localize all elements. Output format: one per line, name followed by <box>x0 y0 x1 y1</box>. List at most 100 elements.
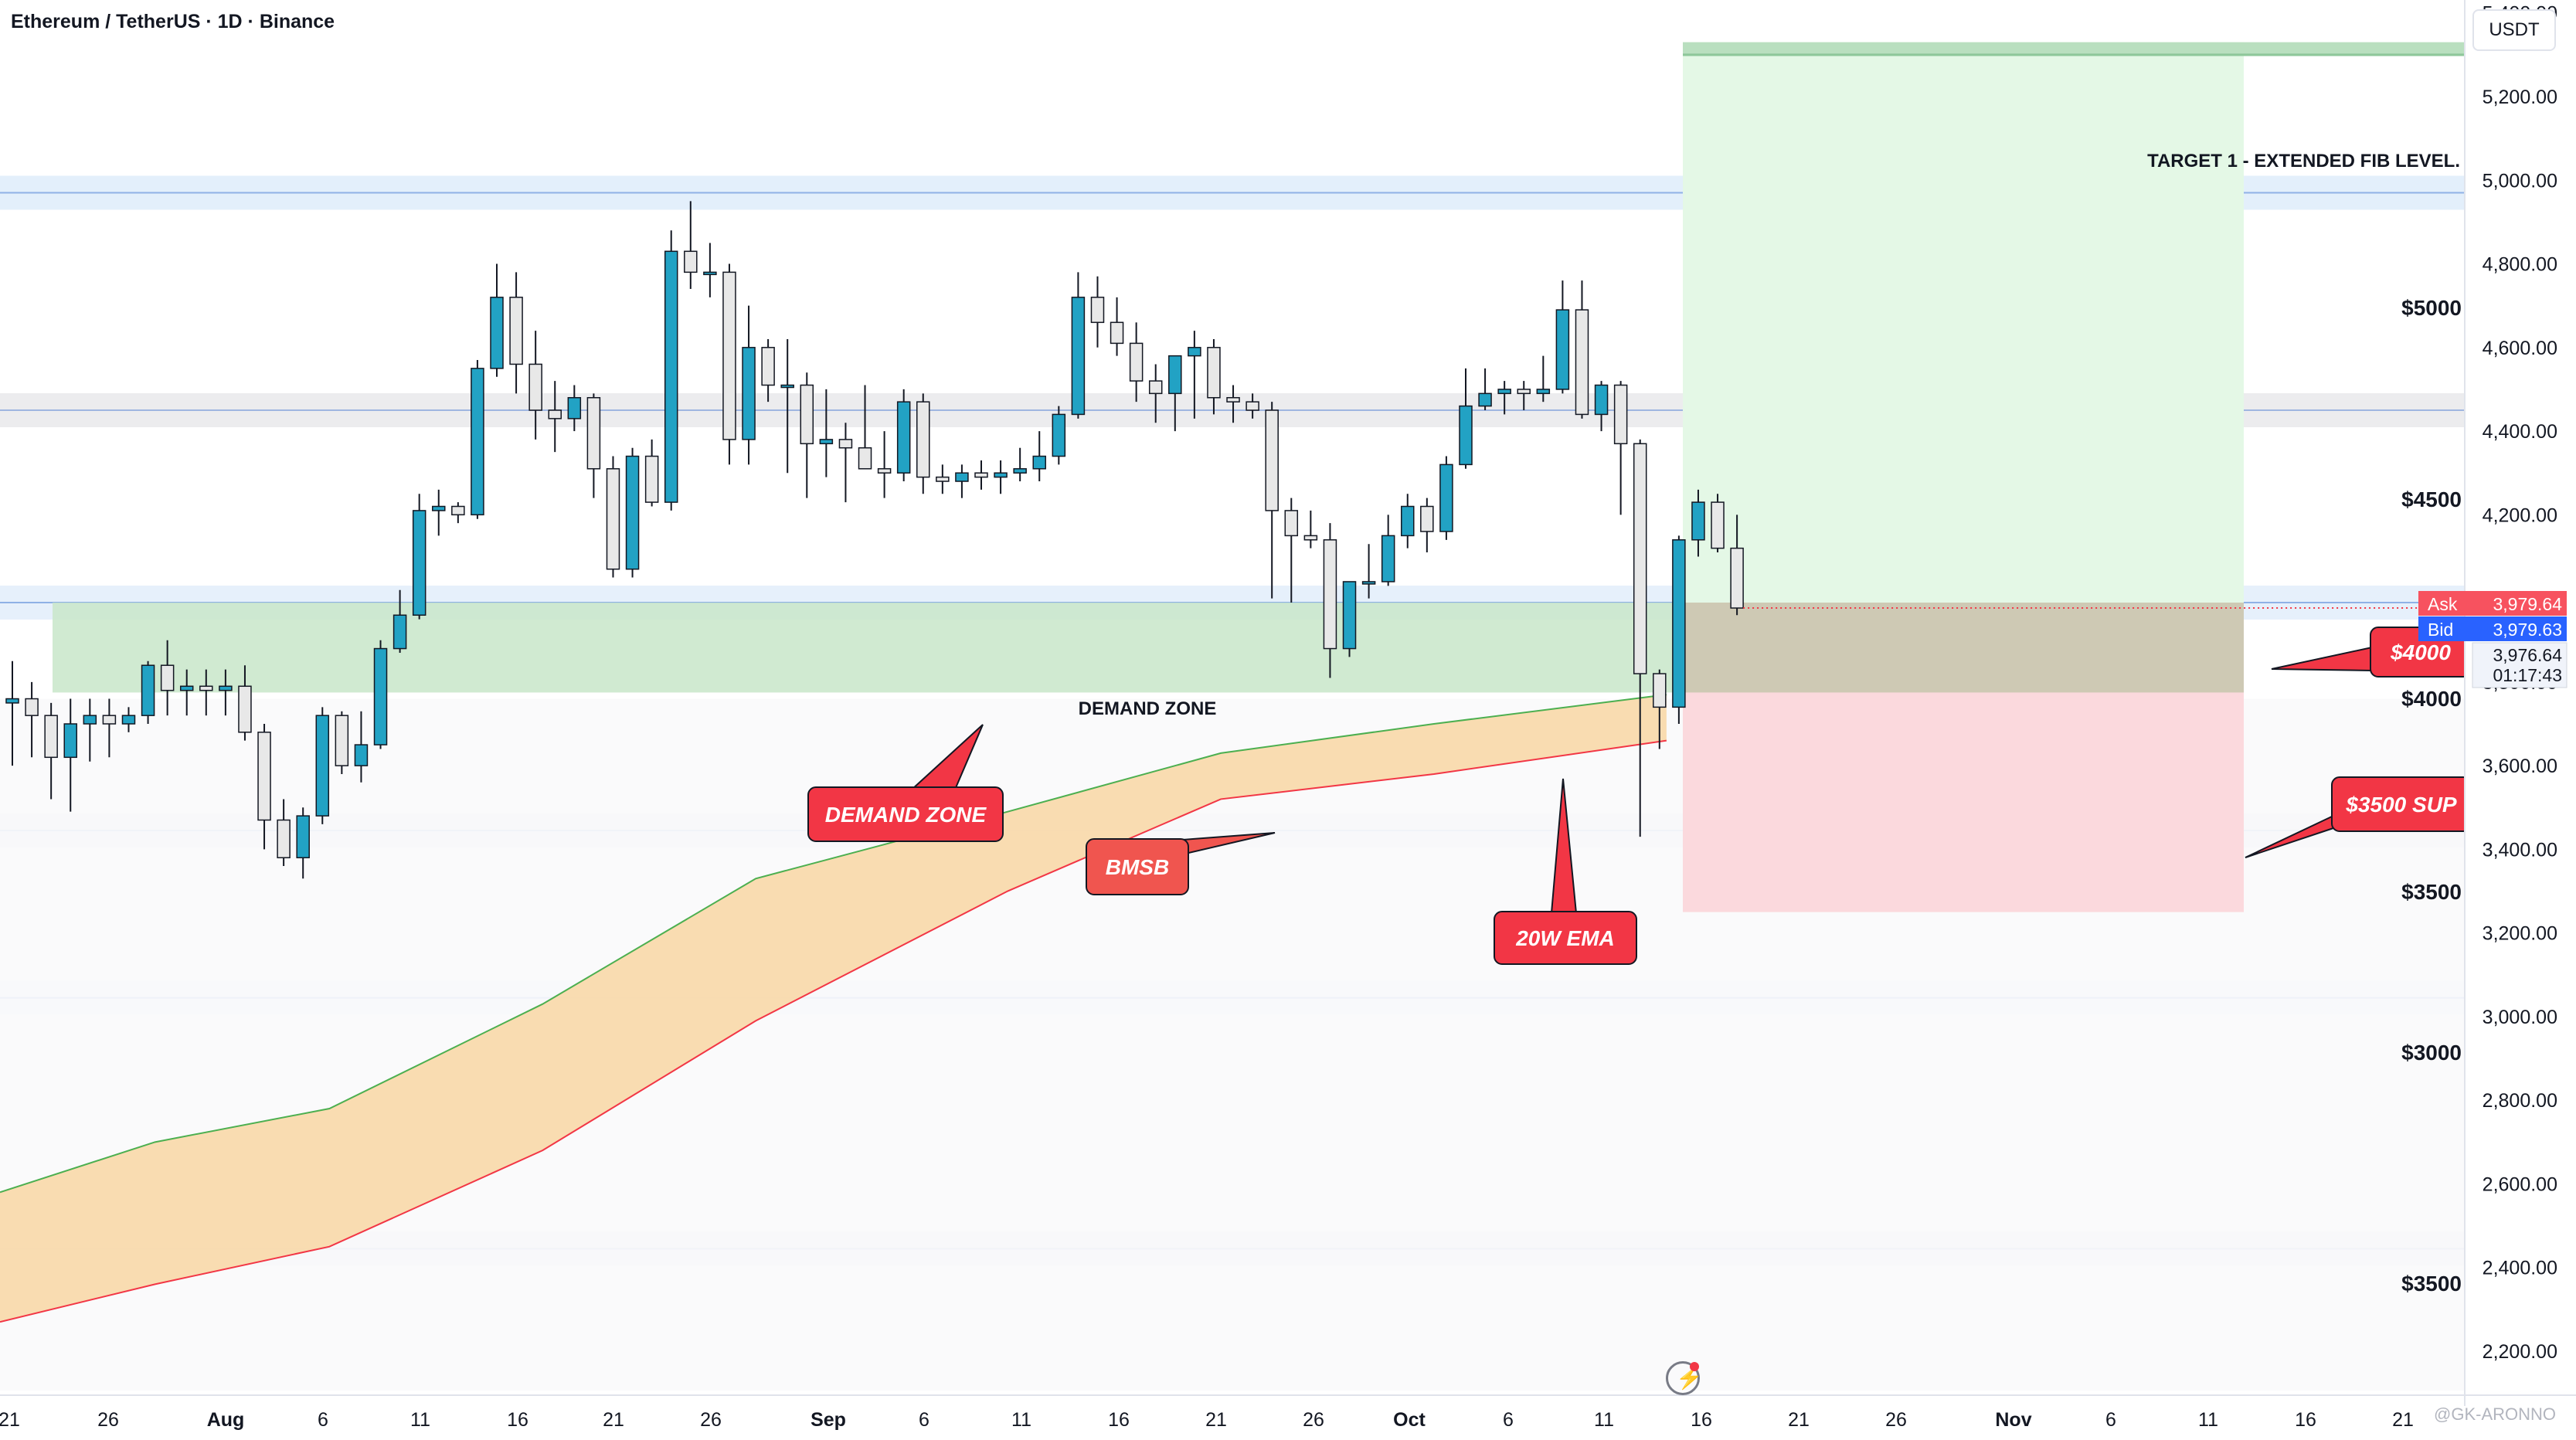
callout-4000-pointer <box>2271 646 2373 672</box>
callout-bmsb: BMSB <box>1086 832 1276 895</box>
candle-body <box>1672 539 1686 708</box>
candle-body <box>1071 297 1086 416</box>
candle-body <box>315 715 330 817</box>
candle-body <box>664 250 678 503</box>
candle-body <box>1730 547 1744 609</box>
sma-red-line <box>0 739 1667 1323</box>
candle-body <box>625 455 640 570</box>
candle-body <box>1246 401 1259 411</box>
time-tick-label: 11 <box>2198 1409 2218 1431</box>
candle-body <box>277 819 291 858</box>
candle-body <box>1323 539 1337 650</box>
moving-averages <box>0 694 1667 1323</box>
price-tick-label: 2,200.00 <box>2483 1341 2557 1363</box>
ask-tag <box>2418 591 2567 616</box>
time-tick-label: 6 <box>1503 1409 1514 1431</box>
candle-body <box>1711 501 1725 549</box>
price-tick-label: 2,400.00 <box>2483 1258 2557 1279</box>
time-tick-label: 16 <box>1691 1409 1712 1431</box>
time-axis[interactable]: 21 26 Aug 6 11 16 21 26 Sep 6 11 16 21 26 Oct 6 11 16 21 26… <box>0 1394 2576 1431</box>
candle-body <box>63 723 77 759</box>
ema-green-line <box>0 694 1667 1194</box>
target-label: TARGET 1 - EXTENDED FIB LEVEL. <box>2147 151 2460 172</box>
candle-body <box>1168 355 1182 395</box>
callout-demand-zone-box <box>807 786 1004 842</box>
ask-value: 3,979.64 <box>2493 594 2562 614</box>
time-tick-label: 11 <box>410 1409 430 1431</box>
level-label: $5000 <box>2401 296 2462 320</box>
demand-zone-label: DEMAND ZONE <box>1079 698 1217 719</box>
time-tick-label: Nov <box>1995 1409 2031 1431</box>
time-tick-label: 21 <box>2392 1409 2414 1431</box>
candle-body <box>490 297 504 369</box>
callout-4000-text: $4000 <box>2390 640 2451 664</box>
candle-body <box>1478 392 1492 407</box>
callout-3500-support-text: $3500 SUP <box>2345 793 2457 817</box>
candle-body <box>1420 505 1434 532</box>
ask-label: Ask <box>2428 594 2458 614</box>
callout-bmsb-box <box>1086 838 1189 895</box>
candle-body <box>102 715 117 725</box>
replay-icon[interactable]: ⚡ <box>1666 1361 1703 1395</box>
candle-body <box>1381 535 1395 582</box>
candle-body <box>974 472 988 478</box>
candle-body <box>1536 389 1551 395</box>
level-label: $3000 <box>2401 1041 2462 1065</box>
time-tick-label: 21 <box>1205 1409 1227 1431</box>
watermark: @GK-ARONNO <box>2434 1404 2557 1424</box>
candle-body <box>141 664 155 716</box>
candle-body <box>761 347 775 386</box>
candle-body <box>1207 347 1221 399</box>
candle-body <box>703 271 717 276</box>
callout-3500-support: $3500 SUP <box>2245 776 2472 858</box>
price-tick-label: 2,800.00 <box>2483 1090 2557 1112</box>
currency-selector[interactable]: USDT <box>2472 9 2556 51</box>
time-tick-label: 6 <box>2105 1409 2116 1431</box>
chart-title: Ethereum / TetherUS · 1D · Binance <box>11 11 335 32</box>
candle-body <box>219 685 233 691</box>
price-tick-label: 4,200.00 <box>2483 504 2557 526</box>
price-tick-label: 4,600.00 <box>2483 338 2557 359</box>
candle-body <box>858 447 872 470</box>
candle-body <box>1613 384 1628 445</box>
time-tick-label: 26 <box>97 1409 119 1431</box>
candle-body <box>780 384 794 389</box>
candle-body <box>1052 413 1066 457</box>
last-price-tag <box>2472 642 2568 688</box>
candle-body <box>83 715 97 725</box>
candle-body <box>684 250 698 273</box>
time-tick-label: 26 <box>1303 1409 1324 1431</box>
candle-body <box>1032 455 1046 470</box>
time-tick-label: 21 <box>603 1409 624 1431</box>
candle-body <box>238 685 252 733</box>
candle-body <box>1633 443 1647 674</box>
time-tick-label: 21 <box>1788 1409 1810 1431</box>
trade-zones <box>53 42 2465 912</box>
candle-body <box>936 476 950 482</box>
level-label: $3500 <box>2401 1272 2462 1296</box>
candle-body <box>916 401 930 478</box>
candle-body <box>742 347 756 440</box>
bid-label: Bid <box>2428 620 2453 640</box>
candle-body <box>1148 380 1163 395</box>
candle-body <box>994 472 1008 478</box>
price-tick-label: 4,400.00 <box>2483 421 2557 443</box>
price-tick-label: 3,400.00 <box>2483 839 2557 861</box>
bid-tag <box>2418 616 2567 641</box>
price-axis[interactable]: 5,400.005,200.005,000.004,800.004,600.00… <box>2401 0 2576 1440</box>
callout-bmsb-text: BMSB <box>1106 855 1169 879</box>
bmsb-band <box>0 695 1667 1323</box>
candle-body <box>179 685 194 691</box>
candle-body <box>257 732 271 821</box>
callout-4000: $4000 <box>2271 627 2472 678</box>
candle-body <box>586 397 601 470</box>
candle-body <box>1013 468 1027 474</box>
zone-overlap <box>1683 603 2244 693</box>
candle-body <box>1439 464 1453 532</box>
last-price-value: 3,976.64 <box>2493 645 2562 665</box>
zone-target <box>1683 42 2244 603</box>
callout-20w-ema: 20W EMA <box>1494 778 1637 965</box>
candle-body <box>567 397 582 419</box>
candle-body <box>451 505 465 516</box>
